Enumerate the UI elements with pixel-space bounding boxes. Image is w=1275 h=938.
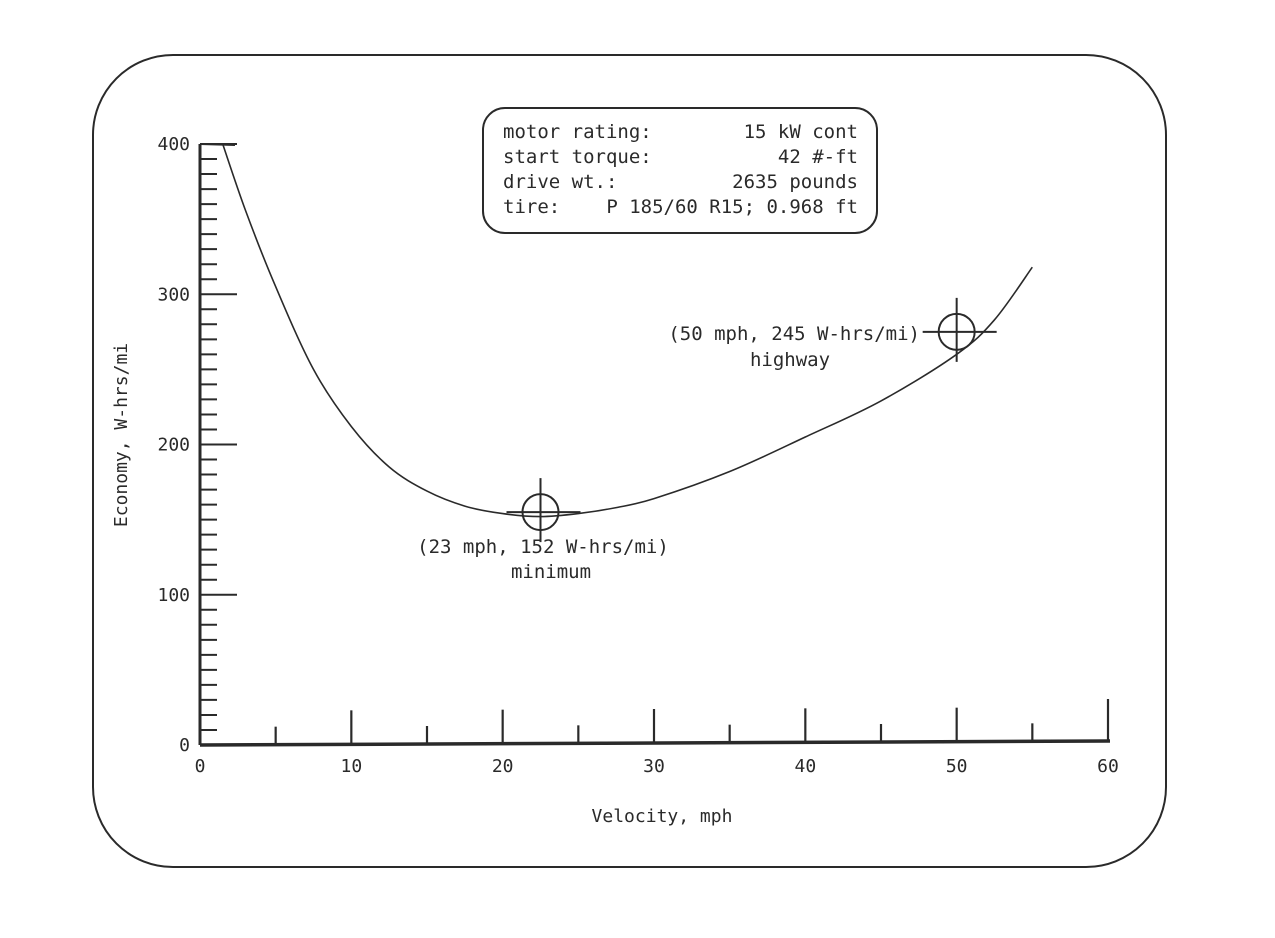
annotation-highway-label: (50 mph, 245 W-hrs/mi) — [668, 323, 920, 345]
info-label-start-torque: start torque: — [503, 146, 652, 168]
info-value-tire: P 185/60 R15; 0.968 ft — [606, 196, 858, 218]
y-ticks — [200, 143, 237, 731]
x-axis-title: Velocity, mph — [592, 806, 733, 827]
y-tick-label: 200 — [157, 435, 190, 456]
y-tick-label: 300 — [157, 284, 190, 305]
x-tick-label: 0 — [195, 756, 206, 777]
x-tick-label: 50 — [946, 756, 968, 777]
x-ticks — [274, 699, 1110, 745]
info-label-drive-wt: drive wt.: — [503, 171, 617, 193]
y-axis-title: Economy, W-hrs/mi — [111, 343, 132, 527]
chart-frame — [92, 54, 1167, 868]
y-tick-label: 0 — [179, 735, 190, 756]
info-value-start-torque: 42 #-ft — [778, 146, 858, 168]
x-tick-labels: 0 10 20 30 40 50 60 — [195, 756, 1119, 777]
annotation-minimum-label: (23 mph, 152 W-hrs/mi) — [417, 536, 669, 558]
info-label-tire: tire: — [503, 196, 560, 218]
y-tick-label: 400 — [157, 134, 190, 155]
info-box: motor rating: 15 kW cont start torque: 4… — [482, 107, 878, 234]
x-tick-label: 30 — [643, 756, 665, 777]
x-tick-label: 40 — [794, 756, 816, 777]
x-tick-label: 10 — [340, 756, 362, 777]
annotation-highway-sublabel: highway — [750, 349, 830, 371]
markers — [506, 297, 997, 543]
y-tick-labels: 0 100 200 300 400 — [157, 134, 190, 756]
info-label-motor-rating: motor rating: — [503, 121, 652, 143]
info-value-motor-rating: 15 kW cont — [744, 121, 858, 143]
annotation-minimum-sublabel: minimum — [511, 561, 591, 583]
y-tick-label: 100 — [157, 585, 190, 606]
info-box-border — [482, 107, 878, 234]
x-tick-label: 20 — [492, 756, 514, 777]
info-value-drive-wt: 2635 pounds — [732, 171, 858, 193]
x-tick-label: 60 — [1097, 756, 1119, 777]
